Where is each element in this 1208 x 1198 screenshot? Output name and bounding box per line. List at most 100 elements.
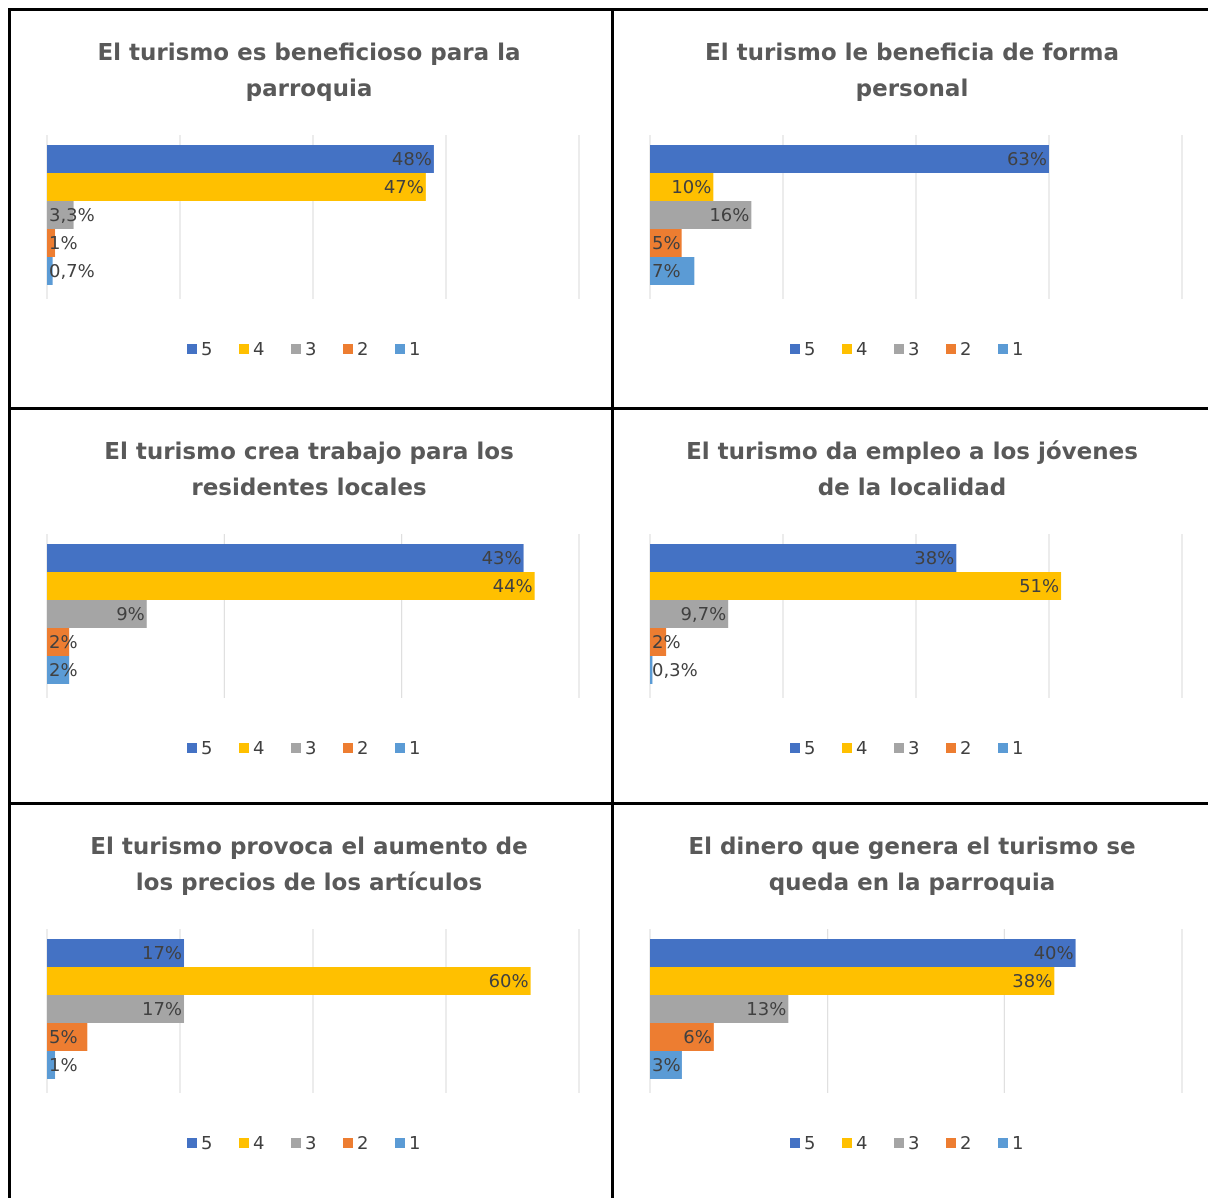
legend-swatch <box>894 344 904 354</box>
data-label: 44% <box>493 576 533 597</box>
legend-swatch <box>343 344 353 354</box>
data-label: 48% <box>392 149 432 170</box>
data-label: 2% <box>49 660 78 681</box>
legend-swatch <box>239 1138 249 1148</box>
legend-swatch <box>239 743 249 753</box>
bar <box>650 995 789 1023</box>
bar <box>47 1051 56 1079</box>
legend-swatch <box>842 743 852 753</box>
bar <box>47 995 185 1023</box>
bar <box>47 229 56 257</box>
legend-swatch <box>187 1138 197 1148</box>
bar <box>47 201 74 229</box>
chart-title: El turismo provoca el aumento de los pre… <box>90 834 528 896</box>
legend-swatch <box>894 743 904 753</box>
data-label: 13% <box>746 999 786 1020</box>
data-label: 5% <box>49 1027 78 1048</box>
bar <box>650 656 653 684</box>
bar <box>650 572 1062 600</box>
bar <box>650 201 752 229</box>
data-label: 5% <box>652 233 681 254</box>
chart: 40% 38% 13% 6%3% 5 4 3 2 1 <box>649 929 1183 1154</box>
legend-label: 4 <box>253 1133 264 1154</box>
legend-swatch <box>998 743 1008 753</box>
legend-label: 5 <box>804 1133 815 1154</box>
legend-label: 5 <box>201 1133 212 1154</box>
legend-swatch <box>790 344 800 354</box>
legend-label: 1 <box>1012 738 1023 759</box>
chart-title: El turismo da empleo a los jóvenes de la… <box>686 439 1138 501</box>
data-label: 2% <box>49 632 78 653</box>
chart: 43% 44% 9% 2% 2% 5 4 3 2 1 <box>46 534 580 759</box>
border <box>8 8 1208 11</box>
data-label: 0,3% <box>652 660 698 681</box>
bar <box>47 628 70 656</box>
bar <box>650 257 695 285</box>
legend-label: 5 <box>804 738 815 759</box>
legend-label: 1 <box>1012 1133 1023 1154</box>
bar <box>47 600 147 628</box>
data-label: 38% <box>1012 971 1052 992</box>
bar <box>47 1023 88 1051</box>
border <box>611 8 614 1198</box>
legend-label: 3 <box>305 738 316 759</box>
legend-label: 2 <box>357 339 368 360</box>
legend-label: 4 <box>856 1133 867 1154</box>
legend-swatch <box>790 1138 800 1148</box>
legend-swatch <box>291 1138 301 1148</box>
legend-swatch <box>998 1138 1008 1148</box>
legend-label: 5 <box>201 738 212 759</box>
bar <box>47 572 535 600</box>
bar <box>47 656 70 684</box>
bar <box>650 1023 714 1051</box>
legend-label: 2 <box>960 738 971 759</box>
legend-label: 5 <box>804 339 815 360</box>
bar <box>650 939 1076 967</box>
legend-swatch <box>343 1138 353 1148</box>
data-label: 17% <box>142 943 182 964</box>
data-label: 9,7% <box>680 604 726 625</box>
bar <box>650 544 957 572</box>
legend-label: 1 <box>1012 339 1023 360</box>
chart-panel: El turismo crea trabajo para los residen… <box>11 410 607 802</box>
legend-label: 4 <box>253 339 264 360</box>
legend-swatch <box>894 1138 904 1148</box>
bar <box>47 544 524 572</box>
data-label: 16% <box>709 205 749 226</box>
bar <box>650 1051 682 1079</box>
data-label: 63% <box>1007 149 1047 170</box>
legend-swatch <box>946 1138 956 1148</box>
legend-swatch <box>395 1138 405 1148</box>
legend-label: 2 <box>357 1133 368 1154</box>
chart-panel: El turismo le beneficia de forma persona… <box>614 11 1208 403</box>
legend-label: 5 <box>201 339 212 360</box>
legend-label: 2 <box>960 1133 971 1154</box>
chart-title: El turismo le beneficia de forma persona… <box>705 40 1119 102</box>
border <box>8 407 1208 410</box>
legend-swatch <box>395 344 405 354</box>
chart-panel: El turismo es beneficioso para la parroq… <box>11 11 607 403</box>
data-label: 47% <box>384 177 424 198</box>
data-label: 9% <box>116 604 145 625</box>
bar <box>650 628 667 656</box>
bar <box>47 967 531 995</box>
legend-swatch <box>187 344 197 354</box>
legend-swatch <box>187 743 197 753</box>
data-label: 6% <box>683 1027 712 1048</box>
legend-swatch <box>998 344 1008 354</box>
legend-label: 1 <box>409 1133 420 1154</box>
bar <box>47 173 426 201</box>
chart: 38% 51% 9,7% 2% 0,3% 5 4 3 2 1 <box>649 534 1183 759</box>
data-label: 10% <box>671 177 711 198</box>
chart-panel: El dinero que genera el turismo se queda… <box>614 805 1208 1197</box>
legend-swatch <box>842 344 852 354</box>
legend-label: 3 <box>305 1133 316 1154</box>
legend-swatch <box>291 344 301 354</box>
legend-label: 4 <box>856 738 867 759</box>
bar <box>47 145 434 173</box>
border <box>8 8 11 1198</box>
legend-swatch <box>395 743 405 753</box>
data-label: 60% <box>489 971 529 992</box>
data-label: 43% <box>482 548 522 569</box>
